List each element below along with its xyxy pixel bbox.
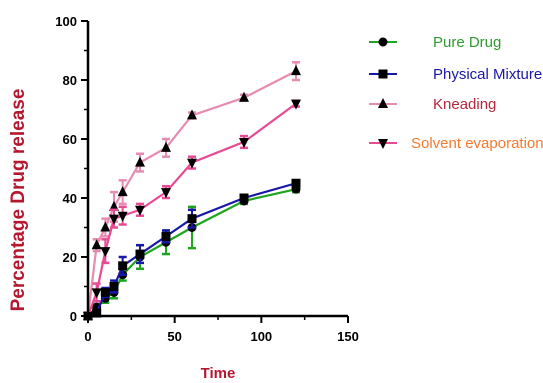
y-tick-label: 60 — [63, 132, 77, 147]
series-2 — [83, 61, 301, 320]
legend-marker — [378, 98, 388, 108]
y-tick-label: 100 — [55, 14, 77, 29]
data-point — [117, 211, 128, 222]
y-axis-title: Percentage Drug release — [8, 89, 29, 312]
x-tick-label: 100 — [250, 329, 272, 344]
series-line — [86, 70, 297, 317]
data-point — [100, 247, 111, 258]
data-point — [100, 221, 111, 232]
y-tick-label: 40 — [63, 191, 77, 206]
axes: 0 50 100 150 0 20 40 60 80 100 — [55, 14, 359, 344]
data-point — [161, 141, 171, 152]
data-point — [100, 287, 110, 297]
data-point — [135, 249, 145, 259]
data-point — [161, 231, 171, 241]
data-point — [91, 288, 102, 299]
legend-marker — [378, 37, 388, 47]
legend-marker — [378, 139, 388, 149]
legend-item-1: Physical Mixture — [369, 66, 542, 83]
legend-item-0: Pure Drug — [369, 34, 501, 51]
data-point — [187, 158, 197, 169]
data-point — [291, 178, 301, 188]
data-point — [135, 205, 145, 216]
legend: Pure Drug Physical Mixture Kneading Solvent… — [369, 34, 543, 152]
data-point — [187, 109, 197, 120]
y-tick-label: 0 — [70, 309, 77, 324]
data-point — [291, 99, 301, 110]
x-axis-title: Time — [201, 365, 236, 382]
x-tick-label: 150 — [337, 329, 359, 344]
legend-label: Pure Drug — [433, 34, 501, 51]
legend-item-3: Solvent evaporation — [369, 135, 543, 152]
data-point — [187, 214, 197, 224]
legend-label: Physical Mixture — [433, 66, 542, 83]
data-point — [91, 239, 102, 250]
data-point — [239, 137, 249, 148]
series-line — [86, 102, 297, 317]
y-tick-label: 20 — [63, 250, 77, 265]
legend-label: Solvent evaporation — [411, 135, 543, 152]
series-1 — [83, 178, 301, 321]
x-tick-label: 50 — [167, 329, 181, 344]
data-point — [109, 200, 119, 211]
data-point — [239, 91, 249, 102]
data-point — [92, 308, 102, 318]
legend-marker — [378, 69, 388, 79]
legend-label: Kneading — [433, 96, 496, 113]
y-tick-label: 80 — [63, 73, 77, 88]
data-point — [109, 282, 119, 291]
series-line — [87, 182, 297, 318]
data-point — [117, 186, 128, 197]
plot-area — [83, 61, 301, 322]
legend-item-2: Kneading — [369, 96, 496, 113]
data-point — [161, 188, 171, 199]
data-point — [135, 156, 145, 167]
data-point — [109, 214, 119, 225]
x-tick-label: 0 — [84, 329, 91, 344]
data-point — [239, 193, 249, 203]
data-point — [291, 65, 301, 76]
data-point — [118, 261, 128, 271]
